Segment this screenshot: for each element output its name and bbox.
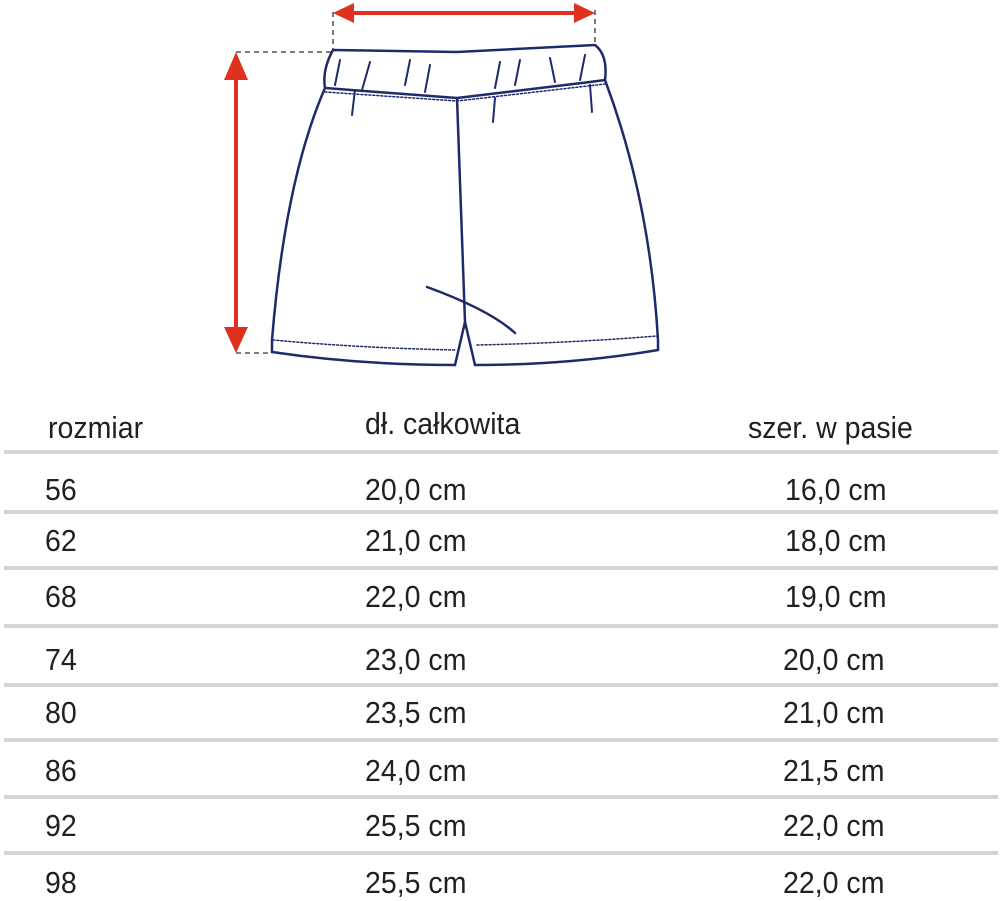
waist-gathers (334, 54, 593, 123)
header-size: rozmiar (48, 410, 144, 445)
cell-size: 62 (45, 523, 77, 558)
cell-waist-width: 22,0 cm (783, 865, 885, 900)
separator (4, 738, 998, 742)
cell-waist-width: 21,0 cm (783, 695, 885, 730)
cell-size: 80 (45, 695, 77, 730)
cell-total-length: 20,0 cm (365, 472, 467, 507)
shorts-outline (270, 43, 660, 367)
cell-size: 74 (45, 642, 77, 677)
header-total-length: dł. całkowita (365, 406, 521, 441)
separator (4, 795, 998, 799)
cell-size: 98 (45, 865, 77, 900)
separator (4, 510, 998, 514)
cell-total-length: 25,5 cm (365, 865, 467, 900)
shorts-measurement-diagram (224, 3, 660, 367)
right-leg (463, 78, 660, 367)
separator (4, 624, 998, 628)
cell-waist-width: 21,5 cm (783, 753, 885, 788)
waist-stitch (324, 83, 606, 102)
cell-total-length: 22,0 cm (365, 579, 467, 614)
cell-total-length: 24,0 cm (365, 753, 467, 788)
cell-waist-width: 20,0 cm (783, 642, 885, 677)
length-arrow (224, 52, 248, 353)
crease (425, 285, 517, 335)
cell-waist-width: 16,0 cm (785, 472, 887, 507)
left-leg (270, 86, 467, 367)
cell-size: 68 (45, 579, 77, 614)
cell-total-length: 25,5 cm (365, 808, 467, 843)
width-arrow (333, 3, 595, 23)
cell-total-length: 21,0 cm (365, 523, 467, 558)
separator (4, 450, 998, 454)
separator (4, 851, 998, 855)
waistband (323, 43, 607, 100)
separator (4, 683, 998, 687)
hem-stitch (272, 335, 658, 351)
cell-waist-width: 22,0 cm (783, 808, 885, 843)
separator (4, 566, 998, 570)
cell-waist-width: 18,0 cm (785, 523, 887, 558)
cell-size: 86 (45, 753, 77, 788)
cell-total-length: 23,0 cm (365, 642, 467, 677)
cell-total-length: 23,5 cm (365, 695, 467, 730)
cell-waist-width: 19,0 cm (785, 579, 887, 614)
dashed-guides (236, 10, 596, 354)
cell-size: 92 (45, 808, 77, 843)
cell-size: 56 (45, 472, 77, 507)
header-waist-width: szer. w pasie (748, 410, 913, 445)
